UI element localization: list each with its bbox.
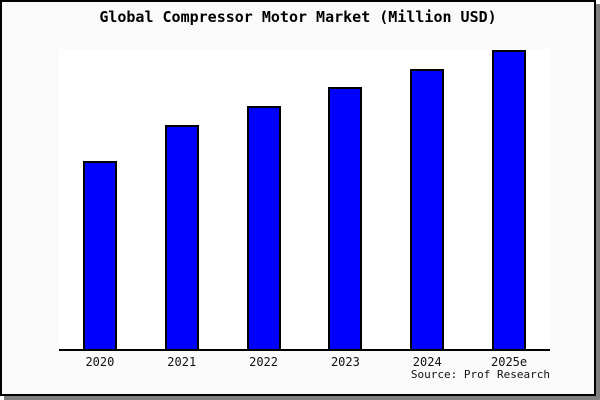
source-note: Source: Prof Research: [410, 368, 550, 381]
x-tick-label-2024: 2024: [412, 355, 442, 369]
bar-2021: [164, 125, 199, 349]
x-tick-label-2022: 2022: [249, 355, 279, 369]
bar-2025e: [492, 50, 527, 349]
x-axis-ticks: 2020 2021 2022 2023 2024 2025e: [59, 355, 550, 371]
bar-2024: [410, 69, 445, 349]
chart-title: Global Compressor Motor Market (Million …: [99, 8, 497, 26]
x-tick-label-2021: 2021: [167, 355, 197, 369]
plot-area: [59, 49, 550, 351]
bar-2023: [328, 87, 363, 349]
x-tick-label-2020: 2020: [85, 355, 115, 369]
bar-2022: [246, 106, 281, 349]
x-tick-label-2023: 2023: [330, 355, 360, 369]
x-tick-label-2025e: 2025e: [491, 355, 528, 369]
bar-2020: [82, 161, 117, 349]
